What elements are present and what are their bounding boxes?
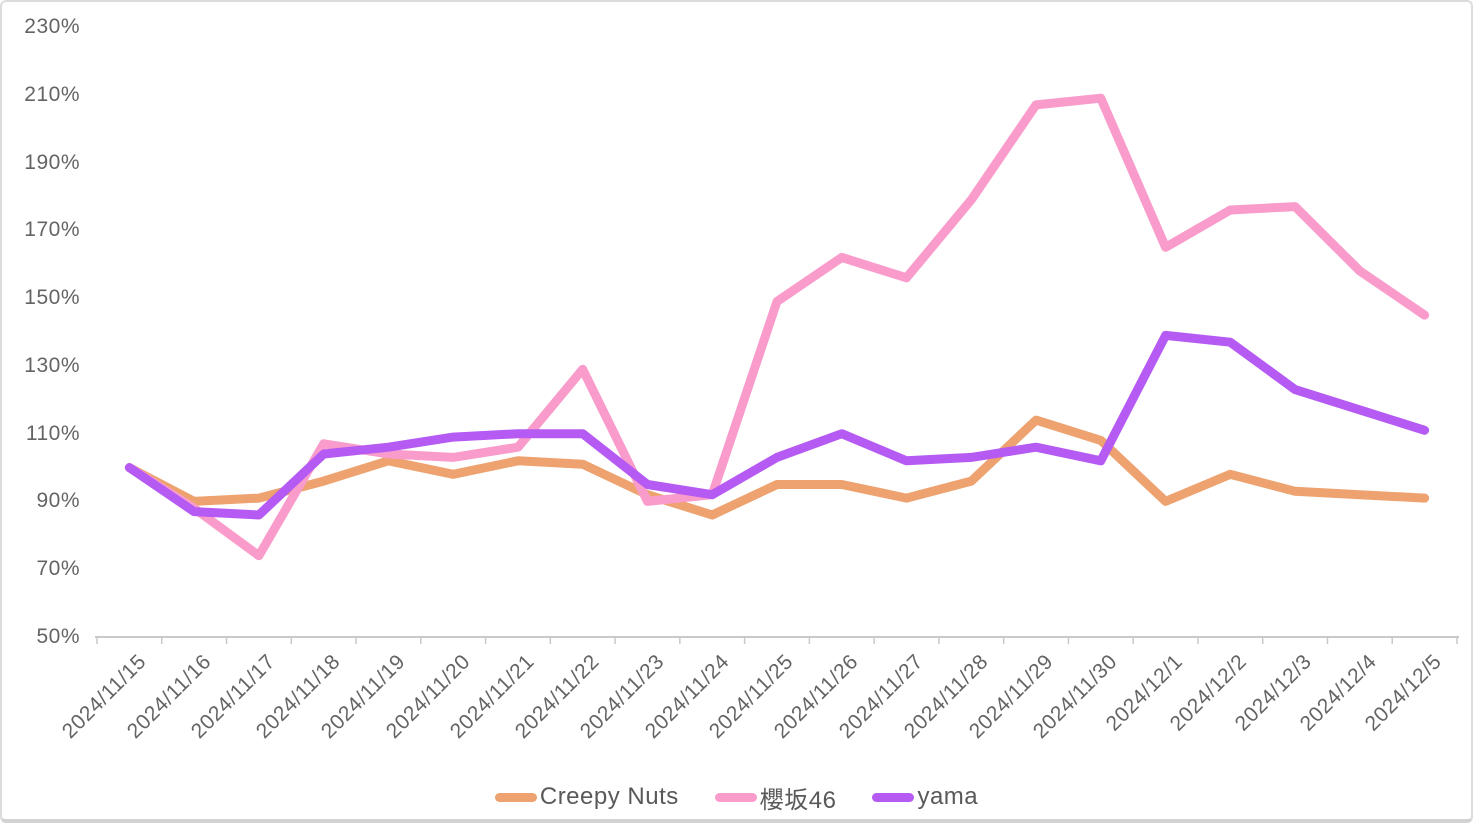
- y-axis-label: 70%: [36, 557, 80, 581]
- legend-swatch-sakurazaka46: [714, 792, 757, 802]
- y-axis-label: 210%: [24, 82, 80, 106]
- series-line-0: [124, 415, 1430, 520]
- y-axis-label: 110%: [25, 421, 80, 445]
- y-axis-label: 90%: [36, 489, 80, 513]
- legend-label-sakurazaka46: 櫻坂46: [759, 786, 837, 814]
- y-axis-label: 230%: [24, 15, 80, 38]
- legend-label-yama: yama: [917, 783, 979, 810]
- legend-label-creepy-nuts: Creepy Nuts: [539, 783, 679, 810]
- y-axis-label: 50%: [36, 625, 80, 648]
- y-axis-label: 170%: [24, 218, 80, 242]
- y-axis-label: 190%: [24, 150, 80, 174]
- y-axis-label: 130%: [24, 353, 80, 377]
- legend-item-yama: yama: [872, 783, 978, 811]
- legend-item-creepy-nuts: Creepy Nuts: [494, 783, 679, 811]
- legend-swatch-creepy-nuts: [494, 792, 537, 802]
- y-axis-label: 150%: [24, 286, 80, 310]
- series-line-2: [124, 330, 1430, 520]
- legend-item-sakurazaka46: 櫻坂46: [714, 780, 837, 815]
- series-line-1: [124, 93, 1430, 561]
- legend: Creepy Nuts 櫻坂46 yama: [2, 776, 1471, 818]
- legend-swatch-yama: [872, 792, 915, 802]
